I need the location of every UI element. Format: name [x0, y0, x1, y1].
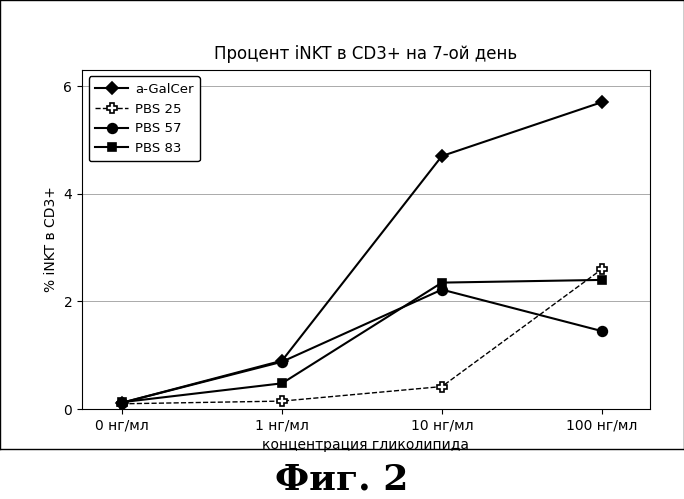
- Line: PBS 83: PBS 83: [118, 276, 606, 406]
- PBS 57: [598, 328, 606, 334]
- Y-axis label: % iNKT в CD3+: % iNKT в CD3+: [44, 187, 58, 292]
- a-GalCer: [278, 358, 286, 364]
- PBS 83: [438, 279, 446, 285]
- Legend: a-GalCer, PBS 25, PBS 57, PBS 83: a-GalCer, PBS 25, PBS 57, PBS 83: [89, 76, 200, 162]
- a-GalCer: [118, 400, 126, 406]
- a-GalCer: [438, 153, 446, 159]
- PBS 25: [598, 266, 606, 272]
- PBS 83: [598, 277, 606, 283]
- a-GalCer: [598, 99, 606, 105]
- PBS 25: [118, 401, 126, 407]
- Line: PBS 25: PBS 25: [117, 264, 607, 409]
- X-axis label: концентрация гликолипида: концентрация гликолипида: [263, 439, 469, 453]
- Line: PBS 57: PBS 57: [117, 285, 607, 408]
- PBS 25: [438, 384, 446, 390]
- PBS 25: [278, 398, 286, 404]
- PBS 83: [278, 380, 286, 386]
- PBS 57: [438, 286, 446, 292]
- Title: Процент iNKT в CD3+ на 7-ой день: Процент iNKT в CD3+ на 7-ой день: [214, 45, 518, 63]
- Line: a-GalCer: a-GalCer: [118, 98, 606, 407]
- Text: Фиг. 2: Фиг. 2: [276, 462, 408, 496]
- PBS 83: [118, 399, 126, 405]
- PBS 57: [278, 359, 286, 365]
- PBS 57: [118, 400, 126, 406]
